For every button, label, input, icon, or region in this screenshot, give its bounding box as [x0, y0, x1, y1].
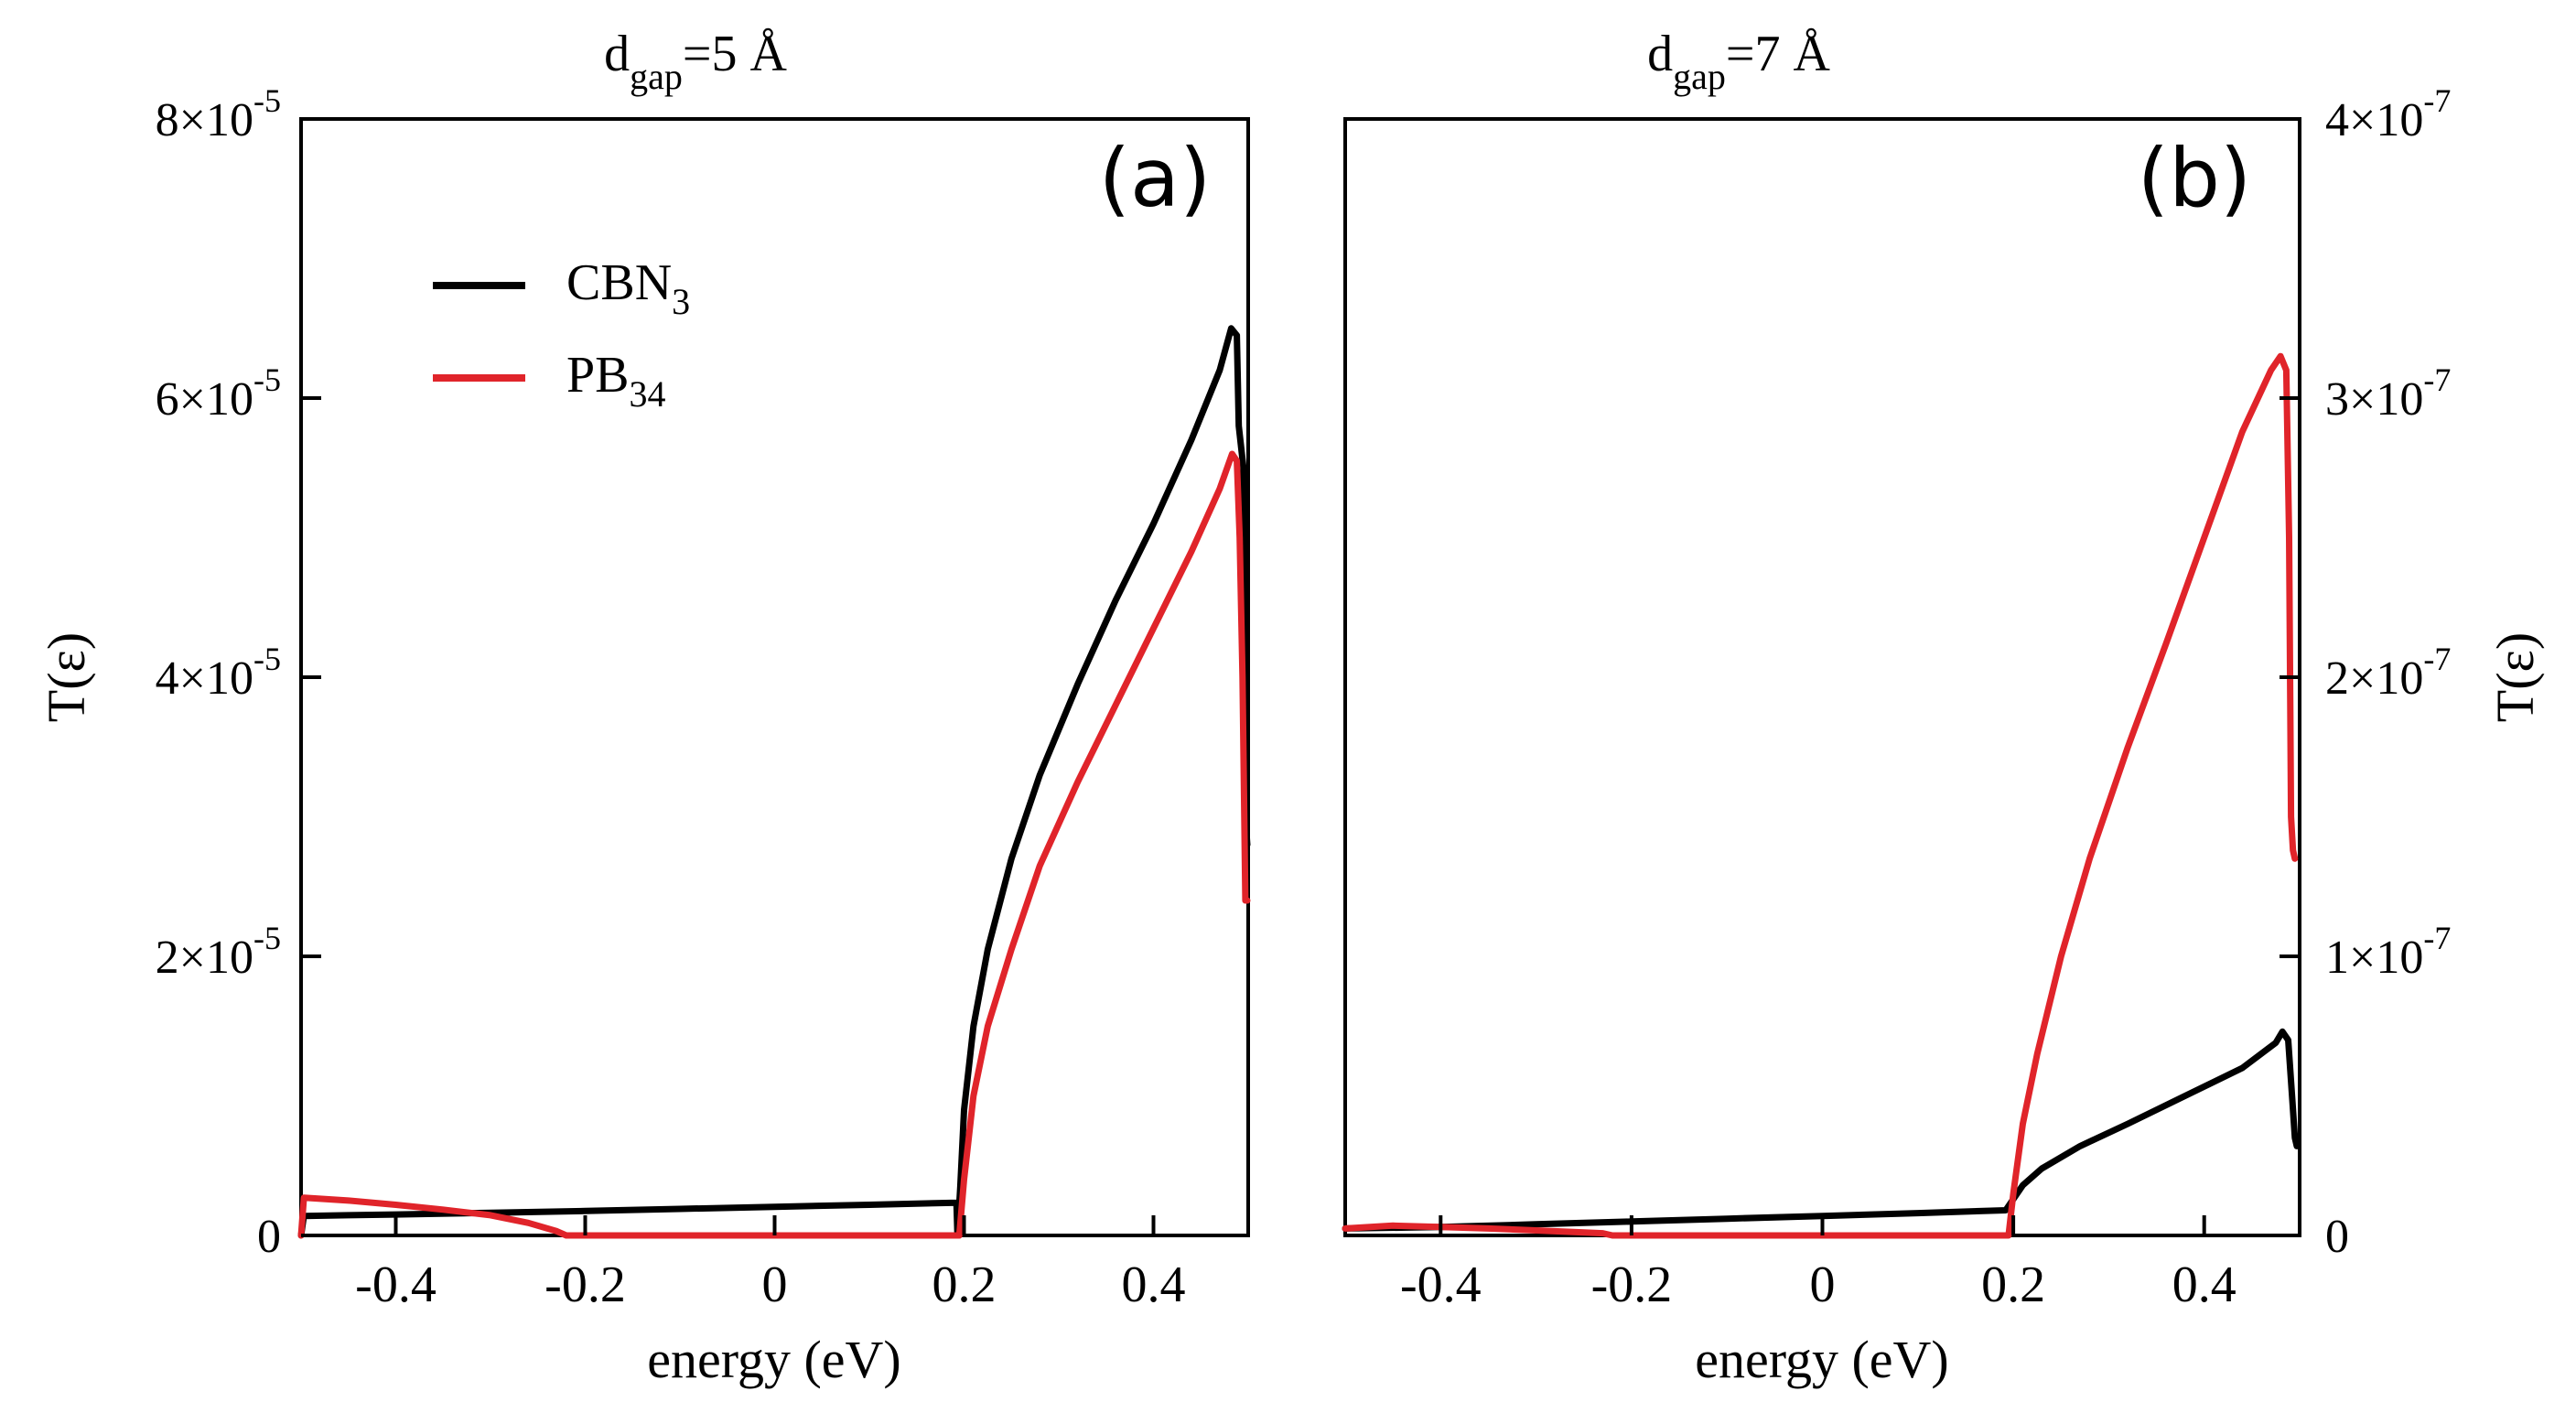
- panel-a-ytick-label: 6×10-5: [156, 361, 281, 426]
- panel-a-title: dgap=5 Å: [604, 26, 787, 97]
- panel-b-xtick-label: 0.4: [2172, 1256, 2236, 1313]
- legend-cbn3-label: CBN3: [566, 254, 690, 322]
- panel-b-xtick-label: -0.4: [1400, 1256, 1482, 1313]
- panel-a-xlabel: energy (eV): [647, 1330, 901, 1389]
- panel-b-ytick-label: 0: [2325, 1211, 2349, 1263]
- panel-a-ytick-label: 4×10-5: [156, 641, 281, 705]
- panel-b-xtick-label: 0: [1810, 1256, 1836, 1313]
- panel-a-ytick-label: 8×10-5: [156, 82, 281, 146]
- panel-a-ytick-label: 0: [257, 1211, 281, 1263]
- panel-a-series-pb34: [297, 450, 1251, 1239]
- panel-a-xtick-label: -0.2: [544, 1256, 626, 1313]
- panel-b-label: (b): [2138, 131, 2252, 225]
- legend: CBN3 PB34: [433, 254, 690, 415]
- panel-b-series-pb34: [1342, 352, 2299, 1239]
- panel-b-xtick-label: 0.2: [1981, 1256, 2045, 1313]
- panel-b-title: dgap=7 Å: [1647, 26, 1830, 97]
- panel-a-series-cbn3: [297, 325, 1251, 1239]
- panel-a-xtick-label: -0.4: [355, 1256, 437, 1313]
- panel-a-ylabel: T(ε): [37, 632, 96, 722]
- panel-b-series-cbn3: [1342, 1028, 2301, 1232]
- panel-b-ytick-label: 2×10-7: [2325, 641, 2451, 705]
- legend-pb34-label: PB34: [566, 347, 666, 415]
- panel-a-xtick-label: 0.4: [1122, 1256, 1186, 1313]
- panel-a-xtick-label: 0: [762, 1256, 788, 1313]
- panel-a: dgap=5 Å -0.4 -0.2 0 0.2 0.4 0 2×10-5 4×10-5 6×1…: [37, 26, 1251, 1389]
- panel-a-label: (a): [1099, 131, 1212, 225]
- panel-b-xlabel: energy (eV): [1695, 1330, 1949, 1389]
- panel-b-ytick-label: 4×10-7: [2325, 82, 2451, 146]
- panel-b-ytick-label: 3×10-7: [2325, 361, 2451, 426]
- panel-b-ytick-label: 1×10-7: [2325, 920, 2451, 984]
- panel-b-ylabel: T(ε): [2485, 632, 2545, 722]
- panel-a-xtick-label: 0.2: [932, 1256, 997, 1313]
- panel-b-xtick-label: -0.2: [1591, 1256, 1673, 1313]
- panel-b: dgap=7 Å -0.4 -0.2 0 0.2 0.4 0 1×10-7 2×10-7 3×1…: [1342, 26, 2545, 1389]
- panel-a-ytick-label: 2×10-5: [156, 920, 281, 984]
